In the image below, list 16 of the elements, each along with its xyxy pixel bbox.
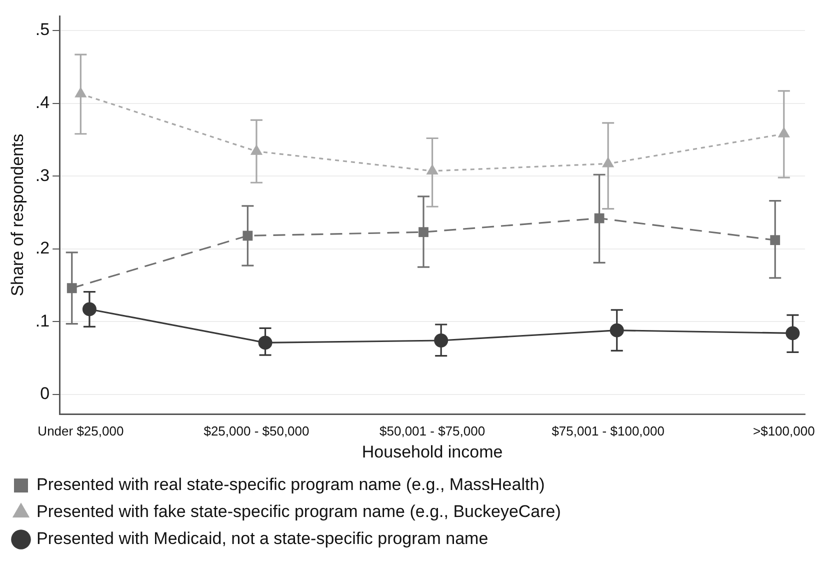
y-tick-label: 0 [40, 384, 50, 404]
y-tick-label: .1 [35, 311, 50, 330]
x-axis-title: Household income [362, 442, 503, 462]
x-tick-label: $75,001 - $100,000 [552, 423, 664, 438]
legend-label: Presented with real state-specific program name (e.g., MassHealth) [36, 475, 545, 494]
y-tick-label: .5 [35, 20, 50, 40]
y-tick-label: .3 [35, 166, 50, 185]
y-axis-title: Share of respondents [8, 134, 27, 296]
legend-label: Presented with fake state-specific program name (e.g., BuckeyeCare) [36, 502, 561, 522]
y-tick-label: .2 [35, 238, 50, 258]
x-tick-label: Under $25,000 [38, 423, 124, 438]
x-tick-label: $25,000 - $50,000 [204, 423, 310, 438]
x-tick-label: $50,001 - $75,000 [380, 423, 486, 438]
y-tick-label: .4 [35, 93, 50, 112]
legend-label: Presented with Medicaid, not a state-specific program name [36, 529, 488, 548]
x-tick-label: >$100,000 [752, 423, 815, 438]
